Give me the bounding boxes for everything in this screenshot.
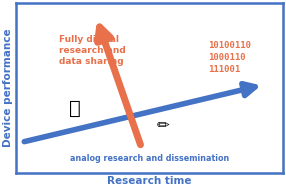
Text: 10100110
1000110
111001: 10100110 1000110 111001 [208,41,251,74]
Y-axis label: Device performance: Device performance [3,29,13,147]
X-axis label: Research time: Research time [107,176,192,186]
Text: 📖: 📖 [69,99,81,118]
Text: analog research and dissemination: analog research and dissemination [70,154,229,163]
Text: Fully digital
research and
data sharing: Fully digital research and data sharing [59,35,126,67]
Text: ✏: ✏ [156,118,169,133]
